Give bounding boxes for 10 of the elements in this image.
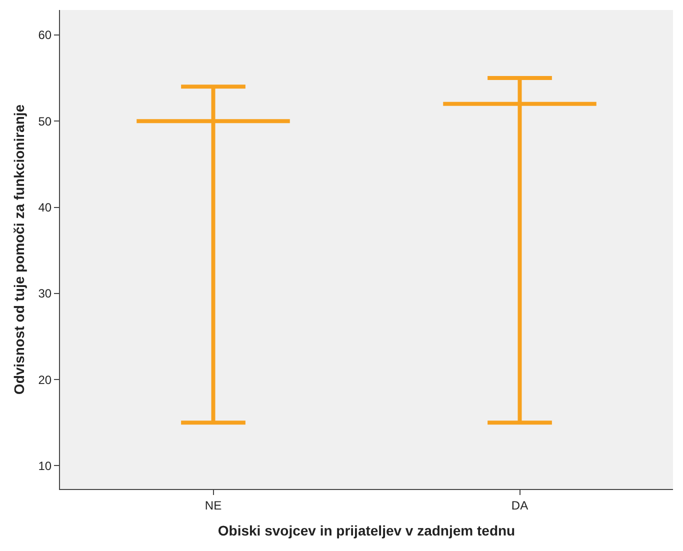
x-tick-label: DA (511, 498, 528, 512)
y-tick-label: 50 (38, 114, 52, 128)
y-tick-label: 40 (38, 200, 52, 214)
y-tick-label: 20 (38, 372, 52, 387)
y-axis-title: Odvisnost od tuje pomoči za funkcioniranje (10, 104, 27, 395)
x-axis-title: Obiski svojcev in prijateljev v zadnjem tednu (218, 522, 516, 539)
y-tick-label: 60 (38, 28, 52, 42)
y-tick-label: 10 (38, 458, 52, 473)
y-tick-label: 30 (38, 286, 52, 301)
x-tick-label: NE (204, 498, 222, 512)
